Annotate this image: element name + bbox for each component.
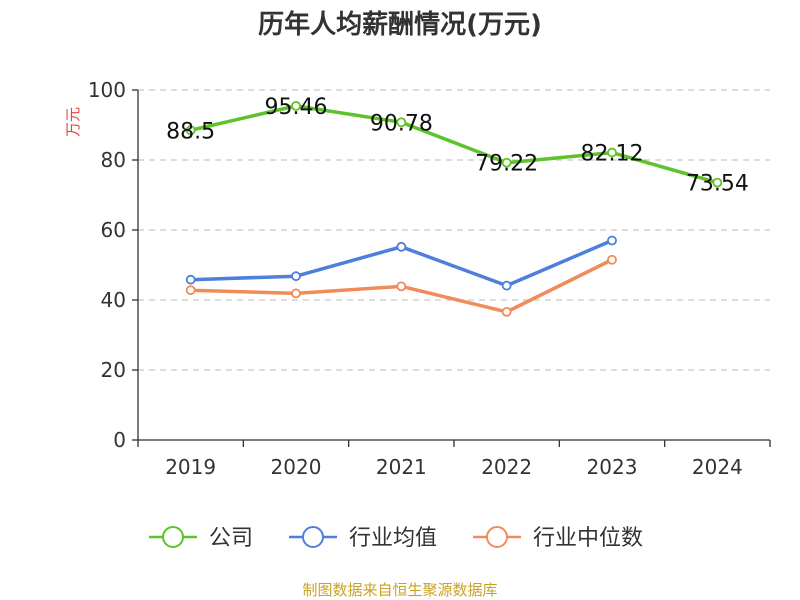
y-tick-label: 0 — [113, 428, 126, 452]
data-point — [185, 274, 196, 285]
data-point — [607, 235, 617, 246]
series-0 — [185, 100, 723, 188]
legend-item: 行业中位数 — [473, 526, 643, 551]
data-point — [396, 281, 407, 292]
axes: 0 20 40 60 80 100 2019 2020 2021 2022 2023 2024 — [88, 78, 771, 479]
data-label: 73.54 — [686, 172, 749, 197]
data-point — [607, 254, 617, 265]
x-tick-label: 2020 — [271, 455, 322, 479]
y-tick-label: 80 — [101, 148, 126, 172]
legend-label: 行业中位数 — [533, 526, 643, 551]
legend-item: 行业均值 — [289, 526, 437, 551]
x-tick-label: 2019 — [165, 455, 216, 479]
y-axis-label: 万元 — [64, 107, 82, 137]
source-note: 制图数据来自恒生聚源数据库 — [302, 581, 497, 599]
data-point — [712, 177, 723, 188]
legend-marker — [486, 526, 508, 548]
data-point — [501, 157, 512, 168]
data-point — [291, 100, 301, 111]
x-tick-label: 2024 — [692, 455, 743, 479]
legend-label: 公司 — [209, 526, 253, 551]
x-tick-label: 2023 — [587, 455, 638, 479]
series-line — [188, 104, 720, 185]
legend-marker — [302, 526, 324, 548]
gridlines — [138, 89, 770, 371]
y-tick-label: 60 — [101, 218, 126, 242]
data-label: 90.78 — [370, 111, 433, 136]
data-point — [291, 288, 301, 299]
data-label: 88.5 — [166, 119, 215, 144]
data-point — [501, 280, 512, 291]
data-labels: 88.5 95.46 90.78 79.22 82.12 73.54 — [166, 95, 749, 197]
data-point — [396, 241, 407, 252]
series-1 — [185, 235, 617, 291]
legend-item: 公司 — [149, 526, 253, 551]
series-2 — [185, 254, 617, 317]
series-layer — [185, 100, 723, 317]
x-tick-label: 2021 — [376, 455, 427, 479]
data-point — [291, 271, 301, 282]
legend-label: 行业均值 — [349, 526, 437, 551]
data-point — [607, 147, 617, 158]
data-label: 79.22 — [475, 152, 538, 177]
data-label: 82.12 — [581, 142, 644, 167]
data-point — [185, 285, 196, 296]
data-label: 95.46 — [265, 95, 328, 120]
data-point — [185, 125, 196, 136]
legend-marker — [162, 526, 184, 548]
chart-title: 历年人均薪酬情况(万元) — [258, 9, 542, 40]
data-point — [396, 117, 407, 128]
y-tick-label: 20 — [101, 358, 126, 382]
x-tick-label: 2022 — [481, 455, 532, 479]
y-tick-label: 40 — [101, 288, 126, 312]
data-point — [501, 306, 512, 317]
y-tick-label: 100 — [88, 78, 126, 102]
legend: 公司 行业均值 行业中位数 — [149, 526, 643, 551]
